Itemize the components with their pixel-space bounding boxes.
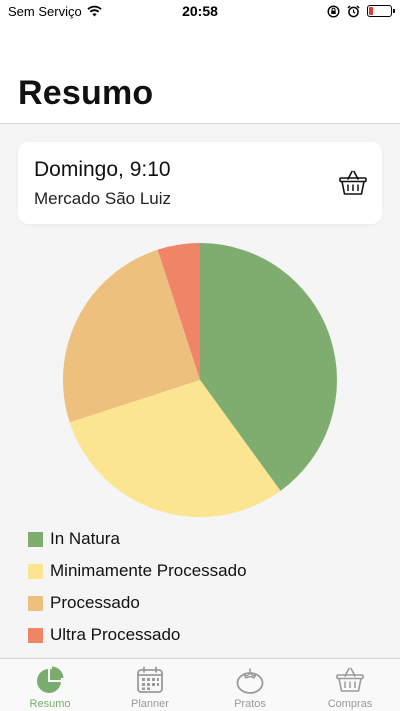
pie-chart-icon bbox=[37, 666, 64, 693]
legend-label: Processado bbox=[50, 593, 140, 612]
tab-label: Planner bbox=[131, 698, 169, 710]
purchase-card[interactable]: Domingo, 9:10 Mercado São Luiz bbox=[18, 142, 382, 224]
legend-item: In Natura bbox=[28, 523, 247, 555]
orientation-lock-icon bbox=[327, 4, 340, 18]
tab-pratos[interactable]: Pratos bbox=[200, 659, 300, 711]
legend-swatch bbox=[28, 531, 43, 547]
chart-legend: In Natura Minimamente Processado Processad… bbox=[28, 523, 247, 651]
tab-compras[interactable]: Compras bbox=[300, 659, 400, 711]
basket-icon[interactable] bbox=[338, 168, 368, 198]
tab-label: Resumo bbox=[29, 698, 71, 710]
legend-swatch bbox=[28, 627, 43, 643]
header: Resumo bbox=[0, 22, 400, 124]
legend-item: Minimamente Processado bbox=[28, 555, 247, 587]
legend-item: Processado bbox=[28, 587, 247, 619]
legend-label: Ultra Processado bbox=[50, 625, 181, 644]
pie-slice-processado bbox=[62, 249, 200, 423]
wifi-icon bbox=[87, 5, 102, 17]
tab-bar: Resumo Planner Pratos Compras bbox=[0, 658, 400, 711]
page-title: Resumo bbox=[18, 74, 154, 112]
legend-swatch bbox=[28, 595, 43, 611]
status-right bbox=[327, 4, 395, 18]
pie-chart bbox=[62, 242, 338, 518]
legend-item: Ultra Processado bbox=[28, 619, 247, 651]
content-area: Domingo, 9:10 Mercado São Luiz In Natura… bbox=[0, 124, 400, 658]
alarm-icon bbox=[347, 4, 360, 17]
status-left: Sem Serviço bbox=[8, 4, 102, 19]
pie-slice-ultra-processado bbox=[157, 243, 200, 380]
purchase-date: Domingo, 9:10 bbox=[34, 158, 171, 181]
legend-swatch bbox=[28, 563, 43, 579]
pie-chart-svg bbox=[62, 243, 337, 517]
tab-label: Compras bbox=[327, 698, 373, 710]
tab-label: Pratos bbox=[234, 698, 266, 710]
basket-icon bbox=[336, 667, 364, 692]
legend-label: Minimamente Processado bbox=[50, 561, 247, 580]
tomato-icon bbox=[236, 668, 264, 694]
tab-resumo[interactable]: Resumo bbox=[0, 659, 100, 711]
tab-planner[interactable]: Planner bbox=[100, 659, 200, 711]
pie-slice-minimamente-processado bbox=[69, 380, 281, 517]
battery-level bbox=[369, 7, 373, 15]
battery-icon bbox=[367, 5, 395, 17]
carrier-label: Sem Serviço bbox=[8, 3, 82, 19]
store-name: Mercado São Luiz bbox=[34, 189, 172, 208]
calendar-icon bbox=[137, 666, 163, 693]
pie-slice-in-natura bbox=[200, 243, 337, 491]
legend-label: In Natura bbox=[50, 529, 120, 548]
status-bar: Sem Serviço 20:58 bbox=[0, 0, 400, 22]
